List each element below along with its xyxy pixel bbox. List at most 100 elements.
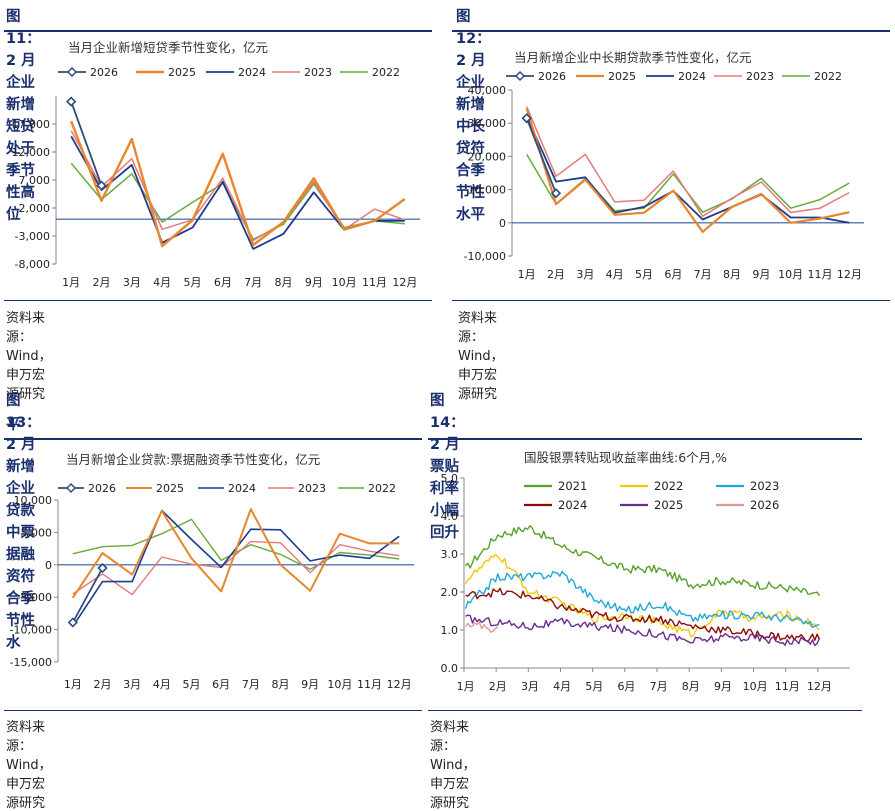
- x-tick-label: 5月: [183, 678, 201, 691]
- x-tick-label: 5月: [184, 276, 202, 289]
- y-tick-label: 2.0: [441, 586, 459, 599]
- legend-label-2026: 2026: [750, 498, 779, 512]
- chart-title: 当月新增企业贷款:票据融资季节性变化，亿元: [66, 452, 320, 467]
- x-tick-label: 8月: [272, 678, 290, 691]
- x-tick-label: 9月: [752, 268, 770, 281]
- series-line-2023: [464, 570, 820, 629]
- y-tick-label: 10,000: [468, 184, 507, 197]
- y-tick-label: 0.0: [441, 662, 459, 675]
- figure-11-source: 资料来源：Wind，申万宏源研究: [6, 311, 52, 402]
- chart-title: 当月新增企业中长期贷款季节性变化，亿元: [514, 50, 752, 65]
- x-tick-label: 7月: [242, 678, 260, 691]
- legend-label-2023: 2023: [746, 70, 774, 83]
- series-line-2025: [70, 120, 406, 248]
- x-tick-label: 7月: [650, 680, 668, 693]
- series-line-2024: [525, 116, 850, 224]
- x-tick-label: 7月: [244, 276, 262, 289]
- y-tick-label: 4.0: [441, 510, 459, 523]
- x-tick-label: 6月: [617, 680, 635, 693]
- legend-marker-2026: [514, 70, 526, 82]
- figure-13-source: 资料来源：Wind，申万宏源研究: [6, 720, 52, 811]
- x-tick-label: 9月: [301, 678, 319, 691]
- data-point-2026: [97, 562, 108, 574]
- figure-14-title: 图 14：2 月票贴利率小幅回升: [430, 393, 465, 541]
- y-tick-label: -8,000: [15, 258, 50, 271]
- x-tick-label: 9月: [714, 680, 732, 693]
- y-tick-label: 0: [45, 559, 52, 572]
- figure-12-title-rule: [452, 30, 890, 32]
- y-tick-label: 30,000: [468, 117, 507, 130]
- y-tick-label: 20,000: [468, 150, 507, 163]
- x-tick-label: 2月: [93, 276, 111, 289]
- x-tick-label: 5月: [585, 680, 603, 693]
- x-tick-label: 11月: [808, 268, 833, 281]
- legend-label-2025: 2025: [654, 498, 683, 512]
- x-tick-label: 5月: [635, 268, 653, 281]
- x-tick-label: 6月: [214, 276, 232, 289]
- figure-13-title-line2: 平: [6, 417, 21, 433]
- x-tick-label: 2月: [94, 678, 112, 691]
- series-line-2021: [465, 524, 820, 597]
- figure-12-source: 资料来源：Wind，申万宏源研究: [458, 311, 504, 402]
- x-tick-label: 4月: [153, 276, 171, 289]
- y-tick-label: 0: [499, 217, 506, 230]
- x-tick-label: 4月: [606, 268, 624, 281]
- x-tick-label: 8月: [682, 680, 700, 693]
- x-tick-label: 1月: [518, 268, 536, 281]
- series-line-2026: [525, 117, 557, 194]
- y-tick-label: 12,000: [12, 146, 51, 159]
- x-tick-label: 11月: [362, 276, 387, 289]
- data-point-2026: [66, 96, 77, 107]
- chart-title: 当月企业新增短贷季节性变化，亿元: [68, 40, 268, 55]
- series-line-2022: [464, 553, 820, 638]
- series-line-2025: [71, 508, 400, 599]
- legend-label-2026: 2026: [538, 70, 566, 83]
- x-tick-label: 8月: [275, 276, 293, 289]
- legend-label-2024: 2024: [558, 498, 587, 512]
- figure-14-source: 资料来源：Wind，申万宏源研究: [430, 720, 476, 811]
- x-tick-label: 9月: [305, 276, 323, 289]
- figure-11-title: 图 11：2 月企业新增短贷处于季节性高位: [6, 9, 41, 223]
- y-tick-label: 1.0: [441, 624, 459, 637]
- figure-11-title-rule: [4, 30, 432, 32]
- x-tick-label: 3月: [123, 276, 141, 289]
- series-line-2024: [72, 509, 400, 627]
- legend-label-2022: 2022: [814, 70, 842, 83]
- y-tick-label: 5,000: [21, 526, 53, 539]
- series-line-2022: [526, 154, 850, 213]
- x-tick-label: 10月: [332, 276, 357, 289]
- y-tick-label: -3,000: [15, 230, 50, 243]
- series-line-2023: [70, 130, 406, 242]
- legend-label-2026: 2026: [90, 66, 118, 79]
- x-tick-label: 8月: [723, 268, 741, 281]
- legend-label-2025: 2025: [168, 66, 196, 79]
- figure-14-bottom-rule: [428, 710, 862, 711]
- series-line-2024: [465, 587, 821, 643]
- x-tick-label: 10月: [327, 678, 352, 691]
- x-tick-label: 2月: [547, 268, 565, 281]
- figure-11-bottom-rule: [4, 300, 432, 301]
- y-tick-label: 2,000: [19, 202, 51, 215]
- y-tick-label: 17,000: [12, 118, 51, 131]
- figure-13-title-rule: [4, 438, 422, 440]
- legend-label-2025: 2025: [156, 482, 184, 495]
- legend-label-2024: 2024: [228, 482, 256, 495]
- x-tick-label: 7月: [694, 268, 712, 281]
- figure-13-title-line1: 图 13：2 月新增企业贷款中票据融资符合季节性水: [6, 393, 41, 651]
- legend-label-2022: 2022: [368, 482, 396, 495]
- legend-label-2022: 2022: [372, 66, 400, 79]
- x-tick-label: 4月: [153, 678, 171, 691]
- y-tick-label: 5.0: [441, 472, 459, 485]
- data-point-2026: [96, 180, 107, 191]
- legend-label-2024: 2024: [678, 70, 706, 83]
- x-tick-label: 11月: [357, 678, 382, 691]
- x-tick-label: 1月: [457, 680, 475, 693]
- x-tick-label: 12月: [837, 268, 862, 281]
- figure-13-bottom-rule: [4, 710, 422, 711]
- y-tick-label: 3.0: [441, 548, 459, 561]
- series-line-2022: [72, 518, 400, 571]
- figure-14-chart: 国股银票转贴现收益率曲线:6个月,% 0.0 1.0 2.0 3.0 4.0 5.0 1月 2月…: [441, 450, 850, 693]
- x-tick-label: 1月: [62, 276, 80, 289]
- y-tick-label: 7,000: [19, 174, 51, 187]
- figure-11-chart: 当月企业新增短贷季节性变化，亿元 -8,000 -3,000 2,000 7,000 12…: [12, 40, 420, 289]
